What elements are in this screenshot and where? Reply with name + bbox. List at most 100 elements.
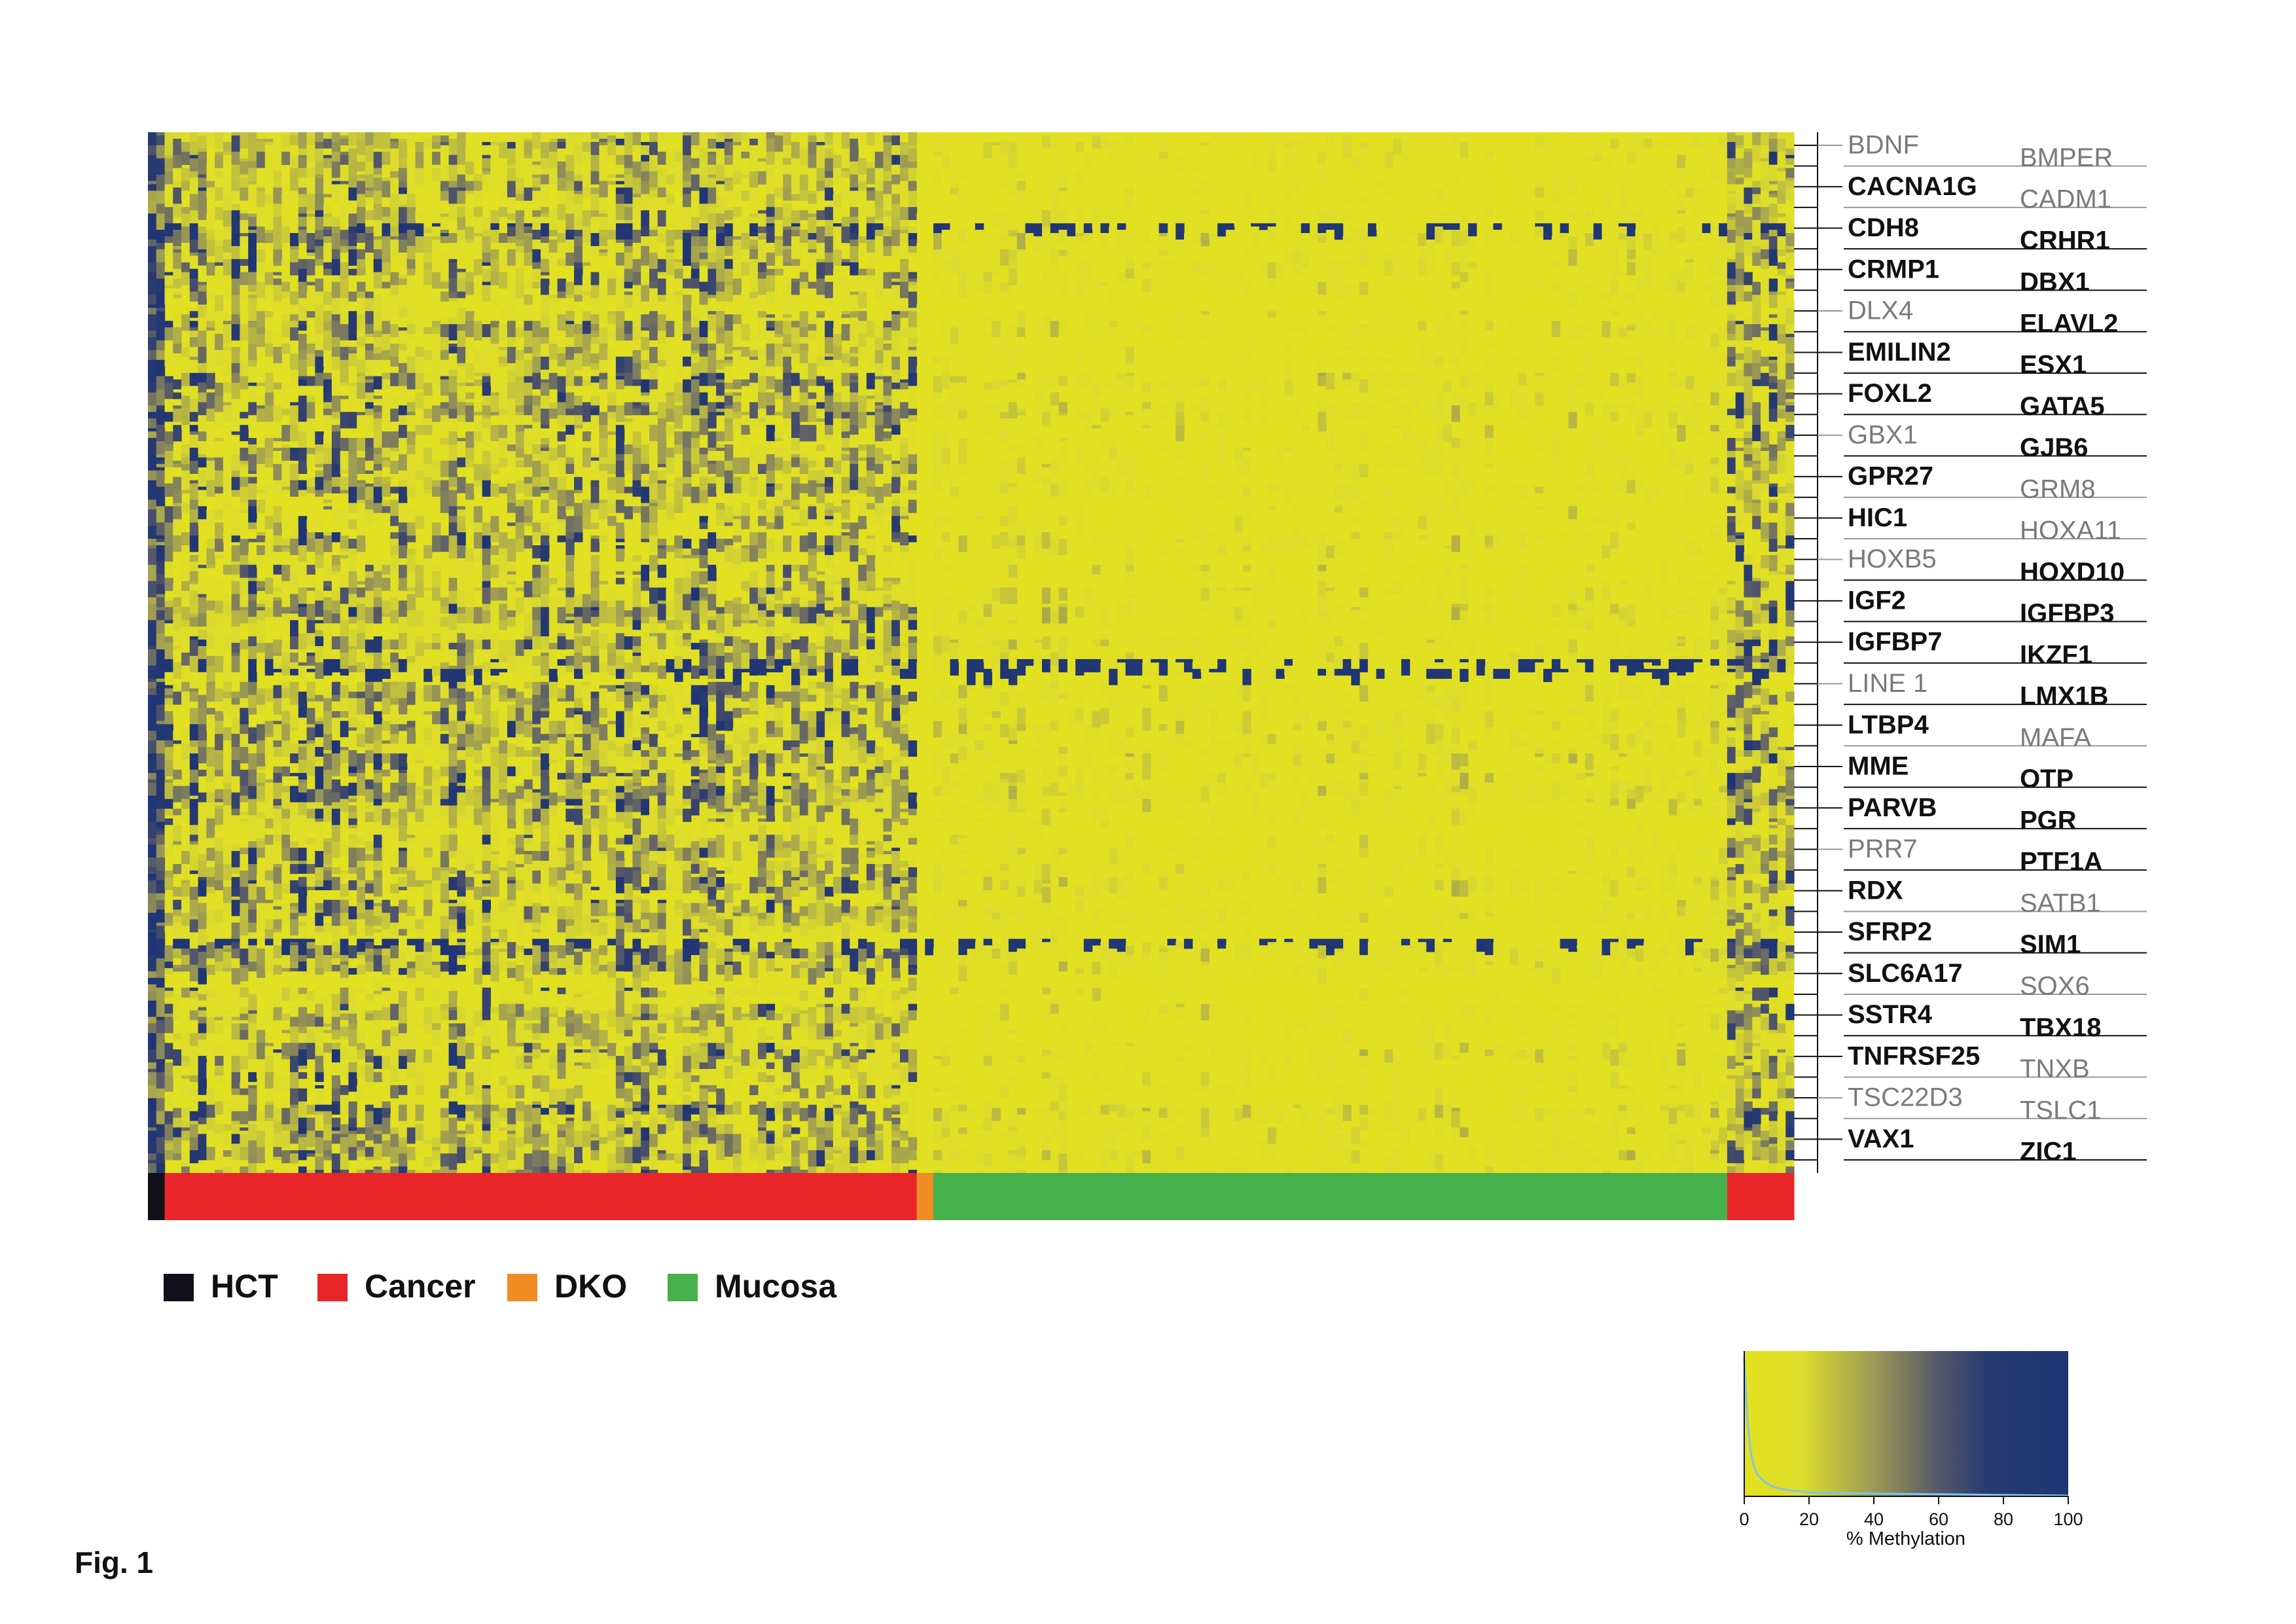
heatmap-cell [473,1134,483,1147]
heatmap-cell [432,210,441,217]
heatmap-cell [173,230,182,247]
heatmap-cell [490,483,499,497]
heatmap-cell [281,581,291,591]
heatmap-cell [181,727,190,744]
heatmap-cell [231,747,241,761]
heatmap-cell [156,1059,166,1073]
heatmap-cell [507,168,516,181]
heatmap-cell [398,808,408,825]
heatmap-cell [490,1104,499,1111]
heatmap-cell [231,132,241,136]
heatmap-cell [548,295,558,298]
heatmap-cell [290,649,299,653]
heatmap-cell [482,281,492,285]
heatmap-cell [574,425,583,429]
heatmap-cell [331,141,341,153]
heatmap-cell [206,457,215,461]
heatmap-cell [557,945,566,959]
heatmap-cell [231,691,241,698]
heatmap-cell [248,1088,257,1105]
heatmap-cell [465,590,475,594]
heatmap-cell [490,711,499,728]
heatmap-cell [173,154,182,168]
heatmap-cell [264,164,274,181]
heatmap-cell [206,331,215,348]
heatmap-cell [398,223,408,234]
heatmap-cell [231,1094,241,1111]
heatmap-cell [189,327,199,331]
heatmap-cell [189,480,199,484]
heatmap-cell [423,158,433,175]
heatmap-cell [223,1013,232,1017]
heatmap-cell [482,604,492,611]
heatmap-cell [264,405,274,422]
heatmap-cell [331,977,341,995]
heatmap-cell [156,509,166,523]
heatmap-cell [499,899,508,903]
heatmap-cell [490,554,499,566]
heatmap-cell [298,574,308,588]
heatmap-cell [198,457,207,465]
heatmap-cell [290,145,299,156]
heatmap-cell [515,467,525,480]
heatmap-cell [565,613,575,617]
heatmap-cell [156,470,166,487]
heatmap-cell [306,1170,315,1174]
heatmap-cell [348,1030,357,1047]
heatmap-cell [515,359,525,376]
heatmap-cell [457,772,466,784]
heatmap-cell [465,194,475,204]
heatmap-cell [515,945,525,949]
heatmap-cell [541,295,550,308]
heatmap-cell [357,861,366,868]
heatmap-cell [532,724,541,728]
heatmap-cell [473,233,483,237]
heatmap-cell [231,399,241,416]
heatmap-cell [240,795,249,803]
heatmap-cell [215,789,224,799]
heatmap-cell [457,681,466,689]
heatmap-cell [406,594,416,611]
heatmap-cell [164,997,173,1004]
heatmap-cell [423,1157,433,1167]
heatmap-cell [206,1104,215,1118]
heatmap-cell [373,1010,383,1020]
heatmap-cell [590,217,600,234]
heatmap-cell [231,1023,241,1040]
heatmap-cell [273,808,282,825]
heatmap-cell [565,740,575,757]
heatmap-cell [223,334,232,344]
heatmap-cell [465,181,475,191]
heatmap-cell [206,480,215,497]
heatmap-cell [440,132,450,136]
heatmap-cell [264,343,274,357]
heatmap-cell [415,1121,424,1125]
heatmap-cell [406,633,416,647]
heatmap-cell [357,376,366,383]
heatmap-cell [315,1104,324,1111]
heatmap-cell [298,731,308,741]
heatmap-cell [215,148,224,153]
heatmap-cell [499,1108,508,1118]
heatmap-cell [248,1010,257,1014]
heatmap-cell [223,759,232,767]
heatmap-cell [532,792,541,809]
heatmap-cell [323,194,332,198]
heatmap-cell [465,724,475,734]
heatmap-cell [448,154,457,165]
heatmap-cell [490,223,499,230]
heatmap-cell [173,295,182,298]
heatmap-cell [590,395,600,406]
heatmap-cell [156,857,166,871]
heatmap-cell [357,337,366,348]
heatmap-cell [457,239,466,257]
heatmap-cell [215,1075,224,1083]
heatmap-cell [532,1007,541,1020]
heatmap-cell [231,626,241,643]
heatmap-cell [457,785,466,793]
heatmap-cell [215,1066,224,1073]
heatmap-cell [548,1108,558,1111]
heatmap-cell [357,334,366,338]
heatmap-cell [574,516,583,533]
heatmap-cell [331,1153,341,1170]
